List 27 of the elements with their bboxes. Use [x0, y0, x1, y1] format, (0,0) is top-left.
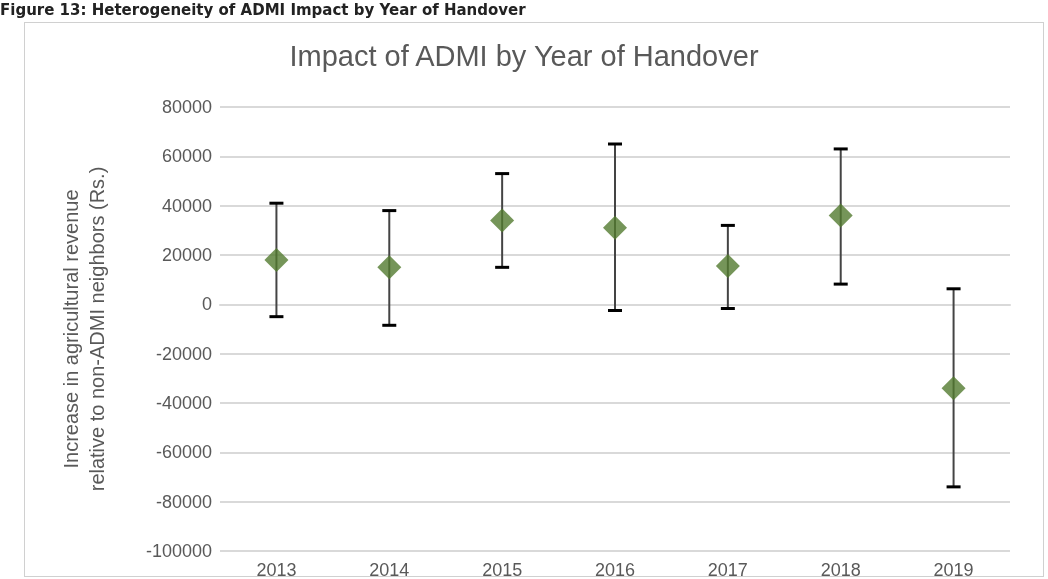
y-tick-label: -60000 [155, 442, 212, 463]
point [828, 203, 853, 228]
y-tick-label: -20000 [155, 343, 212, 364]
point [941, 376, 966, 401]
y-tick-label: -40000 [155, 393, 212, 413]
x-tick-label: 2015 [482, 560, 523, 579]
point [264, 247, 289, 272]
y-axis-title: Increase in agricultural revenue relative to non-ADMI neighbors (Rs.) [60, 166, 108, 492]
y-tick-label: -80000 [155, 491, 212, 512]
x-tick-label: 2017 [707, 560, 748, 579]
x-tick-label: 2018 [820, 560, 861, 579]
chart-title: Impact of ADMI by Year of Handover [289, 39, 759, 72]
point [603, 215, 627, 240]
x-tick-label: 2013 [256, 560, 297, 579]
point [377, 255, 402, 280]
y-tick-label: 20000 [161, 245, 212, 265]
x-tick-label: 2019 [933, 560, 974, 579]
point [490, 208, 515, 233]
y-tick-label: 80000 [161, 97, 212, 117]
y-tick-label: -100000 [145, 541, 212, 561]
y-tick-label: 60000 [161, 146, 212, 167]
x-tick-label: 2014 [369, 560, 410, 579]
y-tick-label: 0 [201, 294, 212, 315]
caption: Figure 13: Heterogeneity of ADMI Impact by Year of Handover [0, 1, 526, 19]
point [715, 254, 740, 279]
y-tick-label: 40000 [161, 195, 212, 216]
x-tick-label: 2016 [594, 560, 636, 579]
